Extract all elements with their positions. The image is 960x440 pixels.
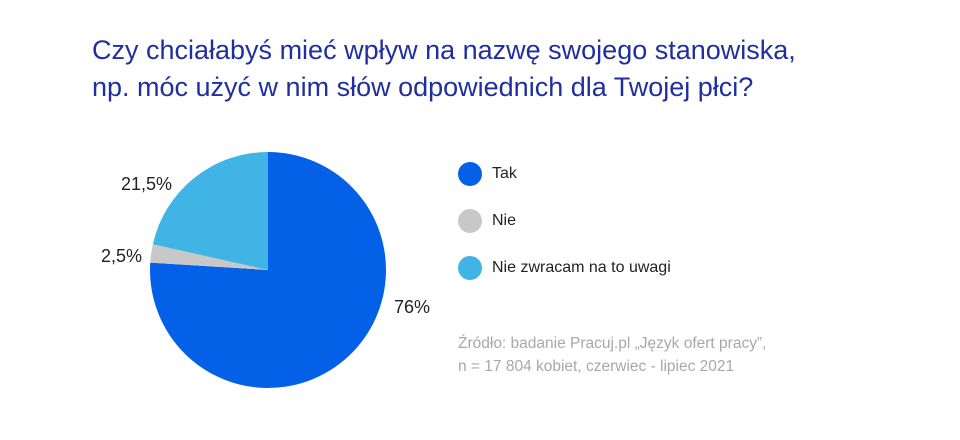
pie-slice-nie-zwracam bbox=[152, 152, 268, 270]
legend-swatch-tak bbox=[458, 162, 482, 186]
source-line-1: Źródło: badanie Pracuj.pl „Język ofert p… bbox=[458, 335, 767, 352]
pie-label-nie: 2,5% bbox=[101, 246, 142, 266]
source-line-2: n = 17 804 kobiet, czerwiec - lipiec 202… bbox=[458, 358, 735, 375]
legend-item-tak: Tak bbox=[458, 162, 671, 186]
chart-title-line-1: Czy chciałabyś mieć wpływ na nazwę swoje… bbox=[92, 35, 796, 65]
chart-title: Czy chciałabyś mieć wpływ na nazwę swoje… bbox=[92, 32, 932, 106]
legend-swatch-nie-zwracam bbox=[458, 256, 482, 280]
legend-swatch-nie bbox=[458, 209, 482, 233]
legend-label-nie-zwracam: Nie zwracam na to uwagi bbox=[492, 259, 671, 276]
legend-item-nie-zwracam: Nie zwracam na to uwagi bbox=[458, 256, 671, 280]
pie-slice-tak bbox=[150, 152, 387, 388]
legend-label-nie: Nie bbox=[492, 212, 517, 229]
chart-title-line-2: np. móc użyć w nim słów odpowiednich dla… bbox=[92, 72, 754, 102]
source-note: Źródło: badanie Pracuj.pl „Język ofert p… bbox=[458, 332, 766, 378]
pie-slice-nie bbox=[150, 244, 268, 270]
chart-legend: Tak Nie Nie zwracam na to uwagi bbox=[458, 162, 671, 303]
legend-item-nie: Nie bbox=[458, 209, 671, 233]
pie-label-tak: 76% bbox=[394, 297, 430, 317]
legend-label-tak: Tak bbox=[492, 165, 517, 182]
pie-label-nie-zwracam: 21,5% bbox=[121, 174, 172, 194]
